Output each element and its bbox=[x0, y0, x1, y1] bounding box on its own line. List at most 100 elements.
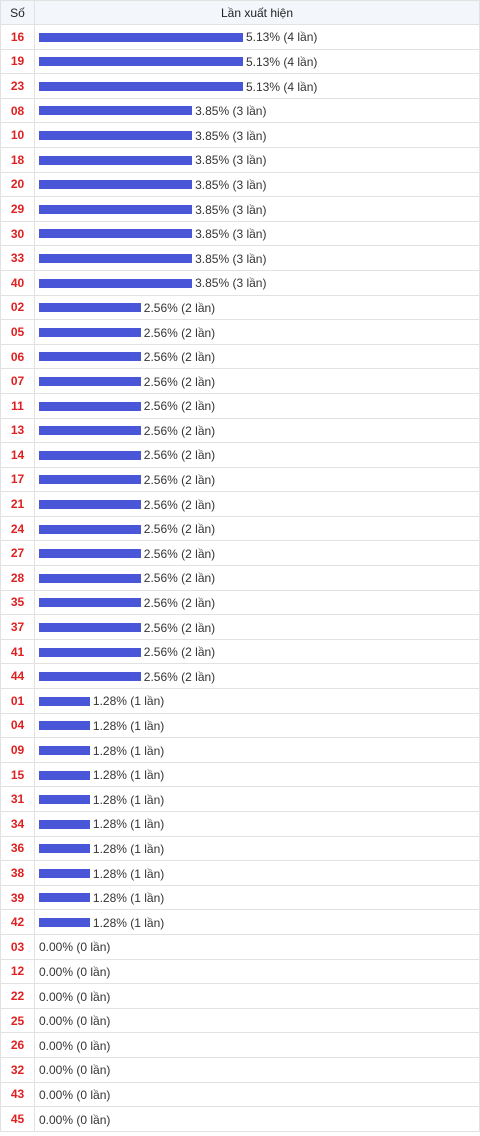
table-row: 13 2.56% (2 lần) bbox=[0, 417, 480, 444]
frequency-label: 3.85% (3 lần) bbox=[195, 202, 267, 217]
frequency-bar bbox=[39, 573, 141, 583]
number-cell: 19 bbox=[0, 48, 35, 75]
frequency-label: 2.56% (2 lần) bbox=[143, 349, 216, 364]
number-cell: 28 bbox=[0, 565, 35, 591]
number-cell: 16 bbox=[0, 24, 35, 50]
frequency-cell: 2.56% (2 lần) bbox=[34, 417, 480, 444]
frequency-label: 5.13% (4 lần) bbox=[246, 79, 318, 94]
table-row: 24 2.56% (2 lần) bbox=[0, 515, 480, 542]
number-cell: 35 bbox=[0, 589, 35, 616]
frequency-cell: 2.56% (2 lần) bbox=[34, 442, 480, 468]
frequency-cell: 1.28% (1 lần) bbox=[34, 884, 480, 911]
frequency-label: 2.56% (2 lần) bbox=[143, 472, 216, 487]
frequency-bar bbox=[39, 352, 141, 362]
frequency-bar bbox=[39, 647, 141, 657]
table-row: 40 3.85% (3 lần) bbox=[0, 269, 480, 296]
number-cell: 06 bbox=[0, 343, 35, 370]
frequency-cell: 2.56% (2 lần) bbox=[34, 540, 480, 567]
number-cell: 39 bbox=[0, 884, 35, 911]
frequency-bar bbox=[39, 303, 141, 313]
frequency-cell: 1.28% (1 lần) bbox=[34, 835, 480, 862]
frequency-label: 1.28% (1 lần) bbox=[92, 915, 165, 930]
frequency-label: 1.28% (1 lần) bbox=[92, 792, 165, 807]
table-row: 45 0.00% (0 lần) bbox=[0, 1106, 480, 1132]
frequency-bar bbox=[39, 106, 193, 116]
table-row: 38 1.28% (1 lần) bbox=[0, 860, 480, 886]
table-row: 14 2.56% (2 lần) bbox=[0, 442, 480, 468]
frequency-cell: 0.00% (0 lần) bbox=[34, 1106, 480, 1132]
frequency-bar bbox=[39, 819, 90, 829]
frequency-cell: 2.56% (2 lần) bbox=[34, 515, 480, 542]
frequency-cell: 3.85% (3 lần) bbox=[34, 196, 480, 222]
frequency-bar bbox=[39, 155, 193, 165]
frequency-cell: 2.56% (2 lần) bbox=[34, 343, 480, 370]
frequency-label: 3.85% (3 lần) bbox=[195, 177, 267, 192]
table-row: 27 2.56% (2 lần) bbox=[0, 540, 480, 567]
number-cell: 09 bbox=[0, 737, 35, 763]
header-row: Số Lần xuất hiện bbox=[0, 0, 480, 25]
number-column-header: Số bbox=[0, 0, 35, 25]
frequency-label: 1.28% (1 lần) bbox=[92, 768, 165, 783]
table-row: 17 2.56% (2 lần) bbox=[0, 466, 480, 493]
number-cell: 13 bbox=[0, 417, 35, 444]
frequency-cell: 2.56% (2 lần) bbox=[34, 294, 480, 321]
frequency-column-header: Lần xuất hiện bbox=[34, 0, 480, 25]
number-cell: 44 bbox=[0, 663, 35, 690]
table-row: 43 0.00% (0 lần) bbox=[0, 1081, 480, 1108]
frequency-cell: 1.28% (1 lần) bbox=[34, 761, 480, 788]
frequency-bar bbox=[39, 131, 193, 141]
number-cell: 34 bbox=[0, 811, 35, 837]
frequency-bar bbox=[39, 844, 90, 854]
number-cell: 29 bbox=[0, 196, 35, 222]
frequency-label: 5.13% (4 lần) bbox=[246, 54, 318, 69]
frequency-cell: 1.28% (1 lần) bbox=[34, 712, 480, 739]
table-row: 31 1.28% (1 lần) bbox=[0, 786, 480, 812]
table-row: 11 2.56% (2 lần) bbox=[0, 392, 480, 419]
table-row: 26 0.00% (0 lần) bbox=[0, 1032, 480, 1058]
number-cell: 20 bbox=[0, 171, 35, 198]
frequency-label: 3.85% (3 lần) bbox=[195, 153, 267, 168]
frequency-label: 2.56% (2 lần) bbox=[143, 571, 216, 586]
frequency-label: 3.85% (3 lần) bbox=[195, 103, 267, 118]
frequency-cell: 2.56% (2 lần) bbox=[34, 565, 480, 591]
frequency-label: 0.00% (0 lần) bbox=[39, 1087, 111, 1102]
frequency-label: 1.28% (1 lần) bbox=[92, 866, 165, 881]
frequency-cell: 1.28% (1 lần) bbox=[34, 811, 480, 837]
table-row: 09 1.28% (1 lần) bbox=[0, 737, 480, 763]
table-row: 36 1.28% (1 lần) bbox=[0, 835, 480, 862]
frequency-bar bbox=[39, 499, 141, 509]
number-cell: 36 bbox=[0, 835, 35, 862]
number-cell: 03 bbox=[0, 933, 35, 960]
frequency-bar bbox=[39, 893, 90, 903]
table-row: 22 0.00% (0 lần) bbox=[0, 983, 480, 1009]
frequency-cell: 2.56% (2 lần) bbox=[34, 392, 480, 419]
frequency-bar bbox=[39, 180, 193, 190]
frequency-bar bbox=[39, 57, 243, 67]
frequency-label: 2.56% (2 lần) bbox=[143, 423, 216, 438]
frequency-cell: 1.28% (1 lần) bbox=[34, 786, 480, 812]
table-row: 16 5.13% (4 lần) bbox=[0, 24, 480, 50]
frequency-cell: 0.00% (0 lần) bbox=[34, 1032, 480, 1058]
frequency-label: 1.28% (1 lần) bbox=[92, 694, 165, 709]
frequency-label: 2.56% (2 lần) bbox=[143, 595, 216, 610]
number-cell: 08 bbox=[0, 97, 35, 124]
frequency-bar bbox=[39, 745, 90, 755]
frequency-bar bbox=[39, 721, 90, 731]
frequency-label: 3.85% (3 lần) bbox=[195, 128, 267, 143]
table-row: 32 0.00% (0 lần) bbox=[0, 1056, 480, 1083]
table-row: 30 3.85% (3 lần) bbox=[0, 220, 480, 247]
frequency-cell: 0.00% (0 lần) bbox=[34, 958, 480, 985]
frequency-label: 2.56% (2 lần) bbox=[143, 399, 216, 414]
table-row: 06 2.56% (2 lần) bbox=[0, 343, 480, 370]
frequency-bar bbox=[39, 81, 243, 91]
frequency-cell: 3.85% (3 lần) bbox=[34, 245, 480, 271]
table-row: 03 0.00% (0 lần) bbox=[0, 933, 480, 960]
table-row: 20 3.85% (3 lần) bbox=[0, 171, 480, 198]
table-row: 01 1.28% (1 lần) bbox=[0, 688, 480, 714]
frequency-bar bbox=[39, 868, 90, 878]
frequency-bar bbox=[39, 278, 193, 288]
frequency-cell: 1.28% (1 lần) bbox=[34, 909, 480, 935]
frequency-bar bbox=[39, 401, 141, 411]
frequency-bar bbox=[39, 377, 141, 387]
